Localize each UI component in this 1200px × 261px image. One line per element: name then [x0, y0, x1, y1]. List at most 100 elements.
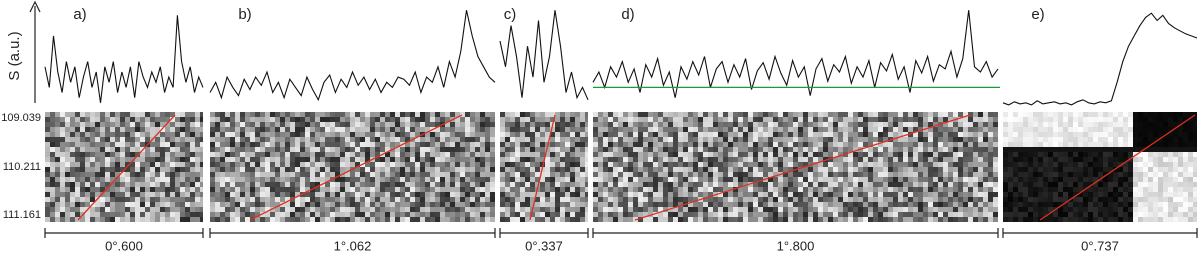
pixel [678, 172, 683, 177]
pixel [848, 112, 853, 117]
pixel [878, 182, 883, 187]
pixel [420, 207, 425, 212]
pixel [130, 212, 135, 217]
pixel [535, 162, 540, 167]
pixel [798, 162, 803, 167]
pixel [525, 192, 530, 197]
pixel [475, 182, 480, 187]
pixel [265, 147, 270, 152]
pixel [883, 127, 888, 132]
pixel [370, 182, 375, 187]
pixel [953, 157, 958, 162]
pixel [1013, 212, 1018, 217]
pixel [400, 177, 405, 182]
pixel [1108, 152, 1113, 157]
pixel [988, 127, 993, 132]
pixel [370, 137, 375, 142]
pixel [973, 192, 978, 197]
pixel [908, 137, 913, 142]
pixel [220, 132, 225, 137]
pixel [220, 177, 225, 182]
pixel [450, 157, 455, 162]
scale-label: 1°.062 [334, 238, 372, 253]
pixel [570, 177, 575, 182]
pixel [1193, 192, 1197, 197]
pixel [540, 202, 545, 207]
pixel [933, 147, 938, 152]
pixel [838, 112, 843, 117]
pixel [170, 212, 175, 217]
pixel [888, 172, 893, 177]
pixel [305, 122, 310, 127]
pixel [380, 167, 385, 172]
pixel [50, 212, 55, 217]
pixel [575, 207, 580, 212]
pixel [550, 192, 555, 197]
pixel [105, 202, 110, 207]
pixel [593, 172, 598, 177]
pixel [1173, 142, 1178, 147]
pixel [245, 122, 250, 127]
pixel [570, 167, 575, 172]
pixel [110, 187, 115, 192]
pixel [883, 157, 888, 162]
pixel [688, 187, 693, 192]
pixel [485, 172, 490, 177]
pixel [1023, 142, 1028, 147]
pixel [250, 152, 255, 157]
pixel [215, 137, 220, 142]
pixel [375, 132, 380, 137]
pixel [420, 122, 425, 127]
pixel [450, 172, 455, 177]
pixel [555, 157, 560, 162]
pixel [678, 187, 683, 192]
pixel [753, 137, 758, 142]
pixel [693, 177, 698, 182]
pixel [165, 182, 170, 187]
pixel [958, 192, 963, 197]
pixel [245, 137, 250, 142]
pixel [833, 132, 838, 137]
pixel [1058, 127, 1063, 132]
pixel [475, 142, 480, 147]
pixel [723, 217, 728, 222]
pixel [728, 192, 733, 197]
pixel [255, 197, 260, 202]
pixel [723, 127, 728, 132]
pixel [425, 207, 430, 212]
pixel [648, 112, 653, 117]
pixel [928, 187, 933, 192]
pixel [500, 197, 505, 202]
pixel [923, 142, 928, 147]
pixel [843, 207, 848, 212]
pixel [570, 157, 575, 162]
pixel [608, 202, 613, 207]
pixel [1093, 192, 1098, 197]
pixel [708, 207, 713, 212]
pixel [868, 157, 873, 162]
pixel [575, 147, 580, 152]
pixel [240, 197, 245, 202]
pixel [45, 192, 50, 197]
pixel [923, 217, 928, 222]
pixel [898, 142, 903, 147]
pixel [1178, 147, 1183, 152]
pixel [838, 147, 843, 152]
pixel [520, 172, 525, 177]
pixel [430, 212, 435, 217]
pixel [450, 127, 455, 132]
pixel [450, 217, 455, 222]
pixel [943, 142, 948, 147]
pixel [175, 117, 180, 122]
pixel [215, 202, 220, 207]
pixel [973, 172, 978, 177]
pixel [65, 137, 70, 142]
pixel [833, 207, 838, 212]
pixel [220, 187, 225, 192]
pixel [763, 137, 768, 142]
pixel [235, 217, 240, 222]
pixel [400, 117, 405, 122]
pixel [723, 177, 728, 182]
pixel [270, 177, 275, 182]
pixel [160, 117, 165, 122]
